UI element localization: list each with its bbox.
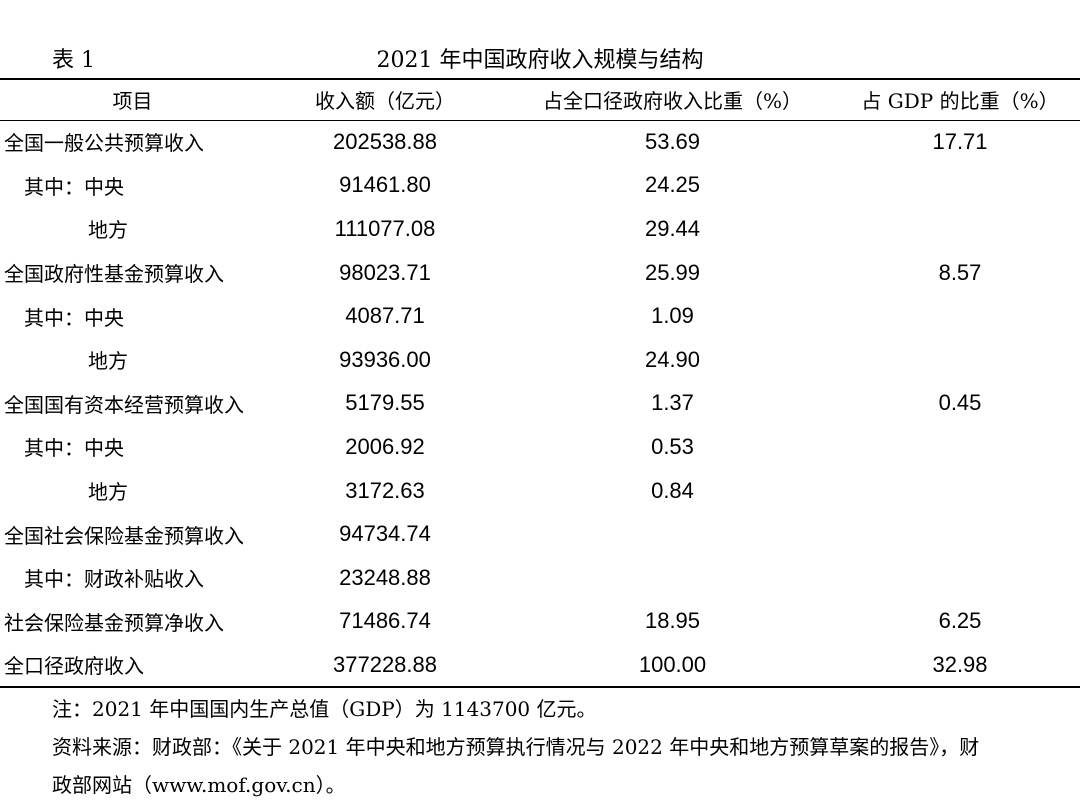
table-title: 2021 年中国政府收入规模与结构: [376, 48, 704, 73]
row-share-gdp: [840, 512, 1080, 556]
row-name: 全国国有资本经营预算收入: [4, 392, 244, 417]
row-name: 其中：中央: [24, 436, 124, 461]
table-row: 地方 111077.08 29.44: [0, 207, 1080, 251]
row-amount: 5179.55: [345, 390, 425, 416]
row-share-total: 24.25: [644, 172, 701, 198]
row-share-total: 100.00: [638, 651, 707, 677]
row-name: 全国一般公共预算收入: [4, 131, 204, 156]
row-share-gdp: [840, 556, 1080, 600]
row-share-gdp: 32.98: [932, 651, 988, 677]
header-row: 项目 收入额（亿元） 占全口径政府收入比重（%） 占 GDP 的比重（%）: [0, 79, 1080, 120]
row-amount: 202538.88: [333, 128, 437, 154]
table-row: 社会保险基金预算净收入 71486.74 18.95 6.25: [0, 600, 1080, 644]
table-row: 全国一般公共预算收入 202538.88 53.69 17.71: [0, 120, 1080, 164]
header-item: 项目: [112, 89, 153, 113]
row-amount: 71486.74: [339, 608, 431, 634]
revenue-table: 项目 收入额（亿元） 占全口径政府收入比重（%） 占 GDP 的比重（%） 全国…: [0, 79, 1080, 687]
row-amount: 23248.88: [339, 564, 431, 590]
row-share-gdp: [840, 164, 1080, 208]
table-row: 其中：中央 91461.80 24.25: [0, 164, 1080, 208]
table-row: 全国社会保险基金预算收入 94734.74: [0, 512, 1080, 556]
row-share-gdp: 17.71: [932, 128, 988, 154]
table-body: 全国一般公共预算收入 202538.88 53.69 17.71 其中：中央 91461.…: [0, 120, 1080, 687]
table-row: 全国政府性基金预算收入 98023.71 25.99 8.57: [0, 251, 1080, 295]
notes: 注：2021 年中国国内生产总值（GDP）为 1143700 亿元。 资料来源：…: [52, 690, 1076, 804]
row-share-gdp: 6.25: [938, 608, 982, 634]
row-amount: 4087.71: [345, 303, 425, 329]
row-amount: 93936.00: [339, 346, 431, 372]
header-rule: [0, 120, 1080, 121]
row-amount: 98023.71: [339, 259, 431, 285]
row-name: 全口径政府收入: [4, 654, 144, 679]
row-share-total: 18.95: [644, 608, 701, 634]
row-amount: 94734.74: [339, 521, 431, 547]
row-share-gdp: [840, 294, 1080, 338]
header-share-total: 占全口径政府收入比重（%）: [542, 89, 802, 113]
row-share-total: [505, 512, 840, 556]
row-share-gdp: [840, 207, 1080, 251]
row-share-gdp: 0.45: [938, 390, 982, 416]
row-name: 地方: [88, 218, 128, 243]
source-line-1: 资料来源：财政部：《关于 2021 年中央和地方预算执行情况与 2022 年中央…: [52, 735, 980, 759]
row-name: 全国社会保险基金预算收入: [4, 523, 244, 548]
row-share-total: 53.69: [644, 128, 701, 154]
table-number: 表 1: [52, 48, 95, 73]
row-share-total: 0.53: [651, 433, 694, 459]
row-name: 地方: [88, 349, 128, 374]
row-name: 社会保险基金预算净收入: [4, 610, 224, 635]
row-share-gdp: [840, 338, 1080, 382]
row-share-total: 1.37: [651, 390, 694, 416]
header-amount: 收入额（亿元）: [315, 89, 455, 113]
row-amount: 111077.08: [334, 215, 436, 241]
row-share-gdp: [840, 469, 1080, 513]
table-row: 地方 93936.00 24.90: [0, 338, 1080, 382]
row-share-total: 24.90: [644, 346, 701, 372]
row-share-total: 1.09: [651, 303, 694, 329]
table-row: 其中：财政补贴收入 23248.88: [0, 556, 1080, 600]
row-share-total: 25.99: [644, 259, 701, 285]
bottom-rule: [0, 686, 1080, 688]
row-share-total: 0.84: [651, 477, 694, 503]
note-line: 注：2021 年中国国内生产总值（GDP）为 1143700 亿元。: [52, 697, 597, 721]
row-name: 其中：中央: [24, 174, 124, 199]
row-name: 全国政府性基金预算收入: [4, 262, 224, 287]
table-row: 其中：中央 2006.92 0.53: [0, 425, 1080, 469]
row-share-total: [505, 556, 840, 600]
row-name: 其中：中央: [24, 305, 124, 330]
table-row: 其中：中央 4087.71 1.09: [0, 294, 1080, 338]
title-row: 表 1 2021 年中国政府收入规模与结构: [0, 42, 1080, 74]
row-share-total: 29.44: [644, 215, 701, 241]
source-line-2: 政部网站（www.mof.gov.cn）。: [52, 773, 346, 797]
row-amount: 2006.92: [345, 433, 425, 459]
row-name: 其中：财政补贴收入: [24, 567, 204, 592]
row-amount: 3172.63: [345, 477, 425, 503]
row-name: 地方: [88, 480, 128, 505]
row-share-gdp: [840, 425, 1080, 469]
top-rule: [0, 78, 1080, 80]
table-row: 全口径政府收入 377228.88 100.00 32.98: [0, 643, 1080, 687]
row-share-gdp: 8.57: [938, 259, 982, 285]
table-row: 全国国有资本经营预算收入 5179.55 1.37 0.45: [0, 382, 1080, 426]
row-amount: 91461.80: [339, 172, 431, 198]
table-row: 地方 3172.63 0.84: [0, 469, 1080, 513]
header-share-gdp: 占 GDP 的比重（%）: [861, 89, 1059, 113]
row-amount: 377228.88: [333, 651, 437, 677]
